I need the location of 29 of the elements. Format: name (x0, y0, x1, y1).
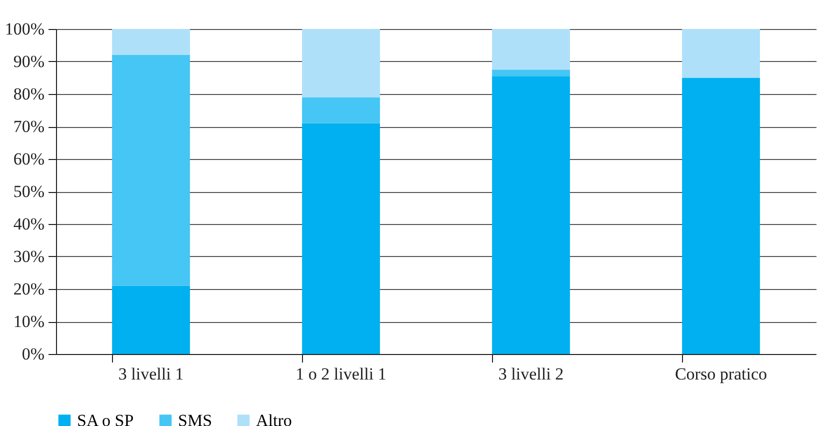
y-tick-label: 50% (13, 182, 44, 201)
y-tick-label: 60% (13, 150, 44, 168)
y-tick-label: 80% (13, 84, 44, 104)
bar (492, 29, 570, 70)
x-tick-label: Corso pratico (674, 364, 768, 384)
legend-label: Altro (256, 410, 292, 426)
y-tick-label: 100% (4, 20, 44, 38)
y-tick-label: 30% (13, 247, 44, 266)
legend-label: SA o SP (77, 410, 134, 426)
y-tick-label: 20% (13, 280, 44, 298)
bar (492, 70, 570, 76)
bar (682, 29, 760, 78)
y-tick-label: 40% (13, 214, 44, 234)
y-tick-label: 0% (22, 344, 44, 364)
x-tick-label: 1 o 2 livelli 1 (296, 364, 386, 384)
bar (112, 29, 190, 55)
y-tick-label: 10% (13, 312, 44, 331)
x-tick-label: 3 livelli 1 (118, 364, 184, 384)
bar (682, 78, 760, 354)
bar (302, 29, 380, 98)
y-tick-label: 70% (13, 117, 44, 136)
bar (112, 286, 190, 354)
legend-label: SMS (178, 410, 212, 426)
x-tick-label: 3 livelli 2 (498, 364, 564, 384)
bar (492, 76, 570, 354)
y-tick-label: 90% (13, 52, 44, 71)
bar (302, 97, 380, 124)
bar (302, 123, 380, 354)
bar (112, 55, 190, 286)
